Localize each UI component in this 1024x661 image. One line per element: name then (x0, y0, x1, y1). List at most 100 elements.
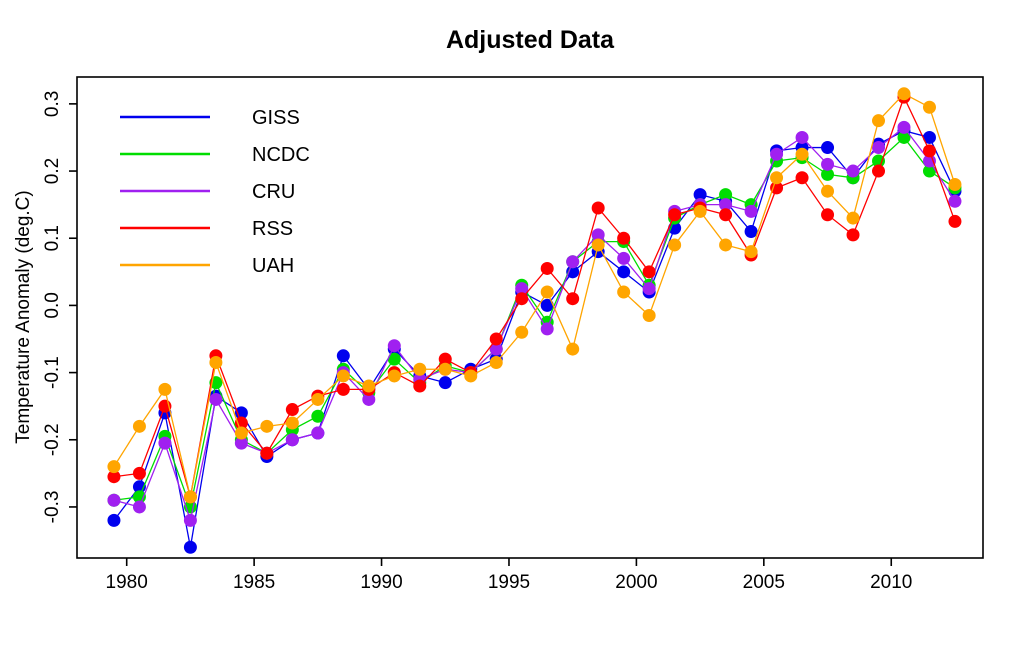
series-CRU-line (113, 126, 956, 523)
data-point-UAH (285, 416, 299, 430)
data-point-RSS (668, 208, 682, 222)
data-point-CRU (234, 436, 248, 450)
data-point-UAH (311, 392, 325, 406)
x-tick-label: 1990 (360, 572, 402, 593)
data-point-UAH (413, 362, 427, 376)
data-point-UAH (489, 356, 503, 370)
data-point-CRU (311, 426, 325, 440)
data-point-UAH (770, 171, 784, 185)
data-point-RSS (515, 292, 529, 306)
data-point-UAH (719, 238, 733, 252)
data-point-RSS (285, 403, 299, 417)
x-tick-label: 2000 (615, 572, 657, 593)
data-point-CRU (770, 147, 784, 161)
data-point-UAH (336, 369, 350, 383)
data-point-NCDC (821, 167, 835, 181)
data-point-CRU (719, 198, 733, 212)
data-point-RSS (540, 261, 554, 275)
y-tick-label: -0.2 (42, 423, 63, 456)
x-tick-label: 1985 (233, 572, 275, 593)
data-point-CRU (362, 392, 376, 406)
series-GISS-line (113, 130, 956, 548)
data-point-UAH (464, 369, 478, 383)
data-point-RSS (770, 181, 784, 195)
data-point-UAH (132, 419, 146, 433)
data-point-CRU (821, 157, 835, 171)
y-axis-label: Temperature Anomaly (deg.C) (13, 190, 34, 444)
data-point-UAH (234, 426, 248, 440)
data-point-CRU (948, 194, 962, 208)
data-point-GISS (107, 513, 121, 527)
data-point-NCDC (897, 130, 911, 144)
x-tick-label: 2005 (743, 572, 785, 593)
data-point-CRU (209, 392, 223, 406)
data-point-UAH (642, 308, 656, 322)
data-point-CRU (285, 433, 299, 447)
data-point-GISS (821, 141, 835, 155)
data-point-RSS (566, 292, 580, 306)
data-point-CRU (387, 339, 401, 353)
data-point-UAH (948, 177, 962, 191)
data-point-CRU (642, 282, 656, 296)
data-point-UAH (540, 285, 554, 299)
data-point-GISS (540, 298, 554, 312)
y-tick-label: 0.2 (42, 158, 63, 184)
data-point-CRU (922, 154, 936, 168)
data-point-RSS (642, 265, 656, 279)
data-point-GISS (438, 376, 452, 390)
data-point-UAH (922, 100, 936, 114)
data-point-CRU (872, 141, 886, 155)
data-point-UAH (158, 382, 172, 396)
data-point-GISS (693, 188, 707, 202)
data-point-UAH (387, 369, 401, 383)
data-point-UAH (183, 490, 197, 504)
data-point-GISS (617, 265, 631, 279)
data-point-CRU (795, 130, 809, 144)
data-point-CRU (846, 164, 860, 178)
y-tick-label: -0.3 (42, 491, 63, 524)
data-point-CRU (132, 500, 146, 514)
data-point-UAH (591, 238, 605, 252)
data-point-UAH (107, 460, 121, 474)
data-point-RSS (846, 228, 860, 242)
data-point-RSS (821, 208, 835, 222)
data-point-GISS (922, 130, 936, 144)
data-point-CRU (158, 436, 172, 450)
data-point-CRU (183, 513, 197, 527)
data-point-RSS (234, 416, 248, 430)
data-point-UAH (795, 147, 809, 161)
data-point-CRU (744, 204, 758, 218)
data-point-GISS (336, 349, 350, 363)
data-point-NCDC (719, 188, 733, 202)
data-point-CRU (617, 251, 631, 265)
y-tick-label: 0.1 (42, 225, 63, 251)
data-point-RSS (872, 164, 886, 178)
data-point-UAH (744, 245, 758, 259)
data-point-NCDC (872, 154, 886, 168)
data-point-RSS (591, 201, 605, 215)
data-point-CRU (515, 282, 529, 296)
data-point-UAH (362, 379, 376, 393)
data-point-NCDC (922, 164, 936, 178)
data-point-CRU (897, 120, 911, 134)
y-tick-label: 0.0 (42, 292, 63, 318)
x-tick-label: 1995 (488, 572, 530, 593)
data-point-UAH (897, 87, 911, 101)
legend-label-UAH: UAH (252, 255, 294, 277)
data-point-RSS (260, 446, 274, 460)
data-point-UAH (617, 285, 631, 299)
data-point-UAH (260, 419, 274, 433)
legend-label-CRU: CRU (252, 181, 295, 203)
data-point-RSS (617, 231, 631, 245)
data-point-RSS (107, 470, 121, 484)
data-point-CRU (489, 342, 503, 356)
legend-label-GISS: GISS (252, 107, 300, 129)
data-point-RSS (489, 332, 503, 346)
data-point-UAH (693, 204, 707, 218)
data-point-RSS (719, 208, 733, 222)
data-point-RSS (922, 144, 936, 158)
data-point-GISS (744, 225, 758, 239)
data-point-CRU (591, 228, 605, 242)
